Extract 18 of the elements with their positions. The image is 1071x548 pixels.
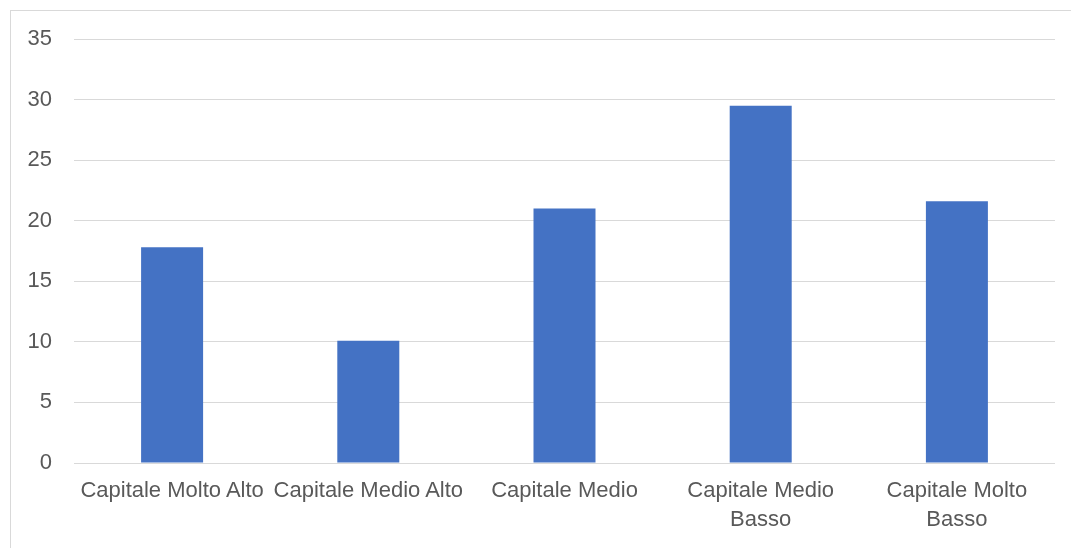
y-tick-label: 35 — [27, 25, 52, 51]
x-tick-label: Capitale Medio — [491, 477, 638, 503]
bar — [925, 201, 988, 463]
bar — [729, 105, 792, 463]
x-tick-label: Capitale Medio Alto — [273, 477, 464, 503]
y-tick-label: 15 — [27, 267, 52, 293]
bar — [533, 208, 596, 463]
y-tick-label: 30 — [27, 85, 52, 111]
y-tick-label: 25 — [27, 146, 52, 172]
y-tick-label: 5 — [39, 388, 52, 414]
bar — [337, 340, 400, 463]
y-tick-label: 20 — [27, 206, 52, 232]
y-tick-label: 10 — [27, 327, 52, 353]
x-tick-label: Capitale Molto Alto — [80, 477, 264, 503]
y-tick-label: 0 — [39, 449, 52, 475]
x-tick-label: Capitale Molto Basso — [886, 477, 1028, 531]
x-tick-label: Capitale Medio Basso — [687, 477, 835, 531]
bar — [141, 247, 204, 463]
